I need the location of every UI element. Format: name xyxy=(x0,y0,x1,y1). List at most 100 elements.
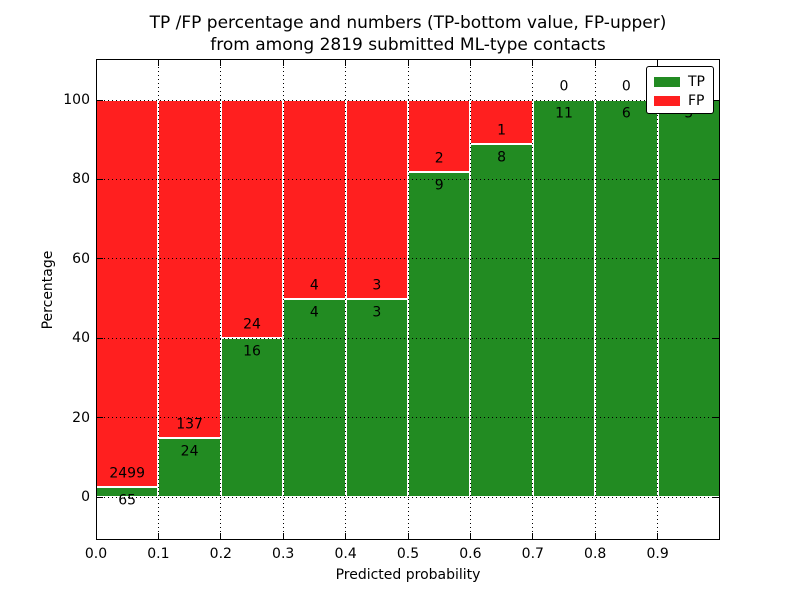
bar-segment-tp xyxy=(283,298,346,497)
x-tick-mark-top xyxy=(345,60,347,66)
x-tick-label: 0.6 xyxy=(459,546,482,562)
bar-count-label-tp: 11 xyxy=(555,105,573,122)
x-tick-label: 0.4 xyxy=(334,546,357,562)
bar-segment-tp xyxy=(408,172,471,497)
x-tick-mark-top xyxy=(407,60,409,66)
x-tick-label: 0.9 xyxy=(646,546,669,562)
bar-count-label-fp: 4 xyxy=(309,277,319,293)
x-tick-mark-top xyxy=(157,60,159,66)
y-tick-mark xyxy=(97,496,103,498)
bar-count-label-fp: 1 xyxy=(497,122,507,139)
y-tick-mark xyxy=(97,417,103,419)
x-axis-label: Predicted probability xyxy=(335,567,481,583)
bar-count-label-fp: 2499 xyxy=(109,465,146,482)
gridline-vertical xyxy=(157,59,159,540)
y-tick-label: 40 xyxy=(72,330,90,347)
y-tick-mark-right xyxy=(713,258,719,260)
gridline-horizontal xyxy=(96,99,720,101)
gridline-horizontal xyxy=(96,178,720,180)
x-tick-mark-top xyxy=(95,60,97,66)
x-tick-mark-top xyxy=(532,60,534,66)
bar-count-label-tp: 6 xyxy=(621,105,631,122)
y-tick-label: 0 xyxy=(81,489,90,505)
chart-title-line1: TP /FP percentage and numbers (TP-bottom… xyxy=(149,13,667,33)
x-tick-mark xyxy=(220,533,222,539)
y-tick-label: 20 xyxy=(72,409,90,426)
legend-item-tp: TP xyxy=(647,72,713,91)
x-tick-mark-top xyxy=(594,60,596,66)
bar-count-label-fp: 3 xyxy=(372,277,382,293)
x-tick-label: 0.2 xyxy=(209,546,232,562)
bar-segment-tp xyxy=(158,437,221,497)
x-tick-mark xyxy=(594,533,596,539)
y-tick-mark-right xyxy=(713,337,719,339)
y-tick-mark xyxy=(97,337,103,339)
bar-segment-fp xyxy=(96,100,159,487)
y-tick-mark-right xyxy=(713,417,719,419)
bar-segment-fp xyxy=(158,100,221,438)
bar-count-label-tp: 4 xyxy=(309,304,319,320)
y-tick-label: 60 xyxy=(72,250,90,267)
x-tick-mark xyxy=(657,533,659,539)
x-tick-label: 0.1 xyxy=(147,546,170,562)
bar-segment-fp xyxy=(220,100,284,339)
x-tick-label: 0.5 xyxy=(396,546,420,562)
bar-segment-fp xyxy=(345,100,408,299)
gridline-horizontal xyxy=(96,258,720,260)
gridline-vertical xyxy=(282,59,284,540)
x-tick-mark xyxy=(469,533,471,539)
y-tick-mark xyxy=(97,178,103,180)
bar-segment-fp xyxy=(283,100,346,299)
x-tick-mark xyxy=(407,533,409,539)
x-tick-label: 0.3 xyxy=(272,546,295,562)
x-tick-mark xyxy=(532,533,534,539)
bar-count-label-fp: 24 xyxy=(243,316,261,333)
legend-label-tp: TP xyxy=(688,73,705,90)
gridline-vertical xyxy=(657,59,659,540)
y-tick-mark-right xyxy=(713,99,719,101)
chart-title: TP /FP percentage and numbers (TP-bottom… xyxy=(96,12,720,56)
bar-segment-tp xyxy=(657,100,720,497)
bar-segment-tp xyxy=(470,144,533,497)
y-tick-mark xyxy=(97,99,103,101)
bar-count-label-tp: 9 xyxy=(434,177,444,194)
bar-segment-fp xyxy=(470,100,533,145)
x-tick-mark xyxy=(345,533,347,539)
gridline-vertical xyxy=(407,59,409,540)
gridline-vertical xyxy=(345,59,347,540)
gridline-vertical xyxy=(220,59,222,540)
x-tick-label: 0.7 xyxy=(521,546,544,562)
gridline-vertical xyxy=(594,59,596,540)
x-tick-mark xyxy=(157,533,159,539)
legend-label-fp: FP xyxy=(688,92,705,109)
gridline-horizontal xyxy=(96,417,720,419)
x-tick-mark-top xyxy=(220,60,222,66)
y-tick-label: 100 xyxy=(63,92,90,108)
bar-count-label-fp: 0 xyxy=(621,78,631,95)
x-tick-mark-top xyxy=(282,60,284,66)
y-tick-mark-right xyxy=(713,496,719,498)
gridline-horizontal xyxy=(96,496,720,498)
gridline-vertical xyxy=(469,59,471,540)
bar-segment-fp xyxy=(408,100,471,173)
x-tick-label: 0.0 xyxy=(84,546,108,562)
tp-color-swatch-icon xyxy=(654,76,680,87)
gridline-vertical xyxy=(532,59,534,540)
legend: TP FP xyxy=(646,66,714,114)
bar-segment-tp xyxy=(532,100,596,497)
x-tick-mark xyxy=(282,533,284,539)
x-tick-mark xyxy=(95,533,97,539)
bar-count-label-fp: 0 xyxy=(559,78,569,95)
y-tick-mark xyxy=(97,258,103,260)
y-tick-mark-right xyxy=(713,178,719,180)
y-tick-label: 80 xyxy=(72,171,90,188)
x-tick-mark-top xyxy=(657,60,659,66)
chart-title-line2: from among 2819 submitted ML-type contac… xyxy=(210,35,606,55)
bar-count-label-tp: 65 xyxy=(118,492,137,509)
bar-count-label-fp: 2 xyxy=(434,150,444,167)
fp-color-swatch-icon xyxy=(654,95,680,106)
bar-count-label-tp: 24 xyxy=(180,443,199,460)
bar-count-label-fp: 137 xyxy=(176,416,203,433)
bar-segment-tp xyxy=(595,100,658,497)
